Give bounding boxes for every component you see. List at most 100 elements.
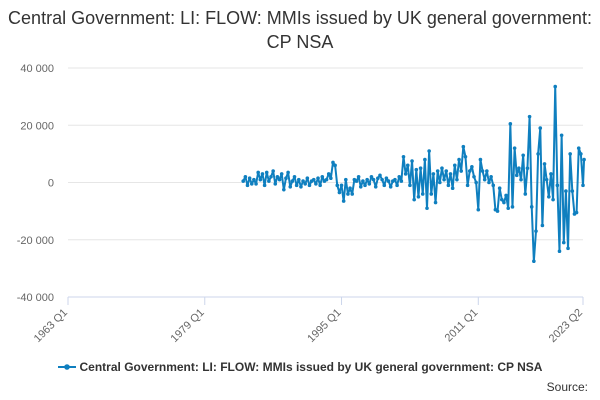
data-point <box>525 166 530 170</box>
data-point <box>333 163 337 168</box>
data-point <box>433 200 438 205</box>
data-point <box>416 195 421 199</box>
data-point <box>508 122 513 126</box>
data-point <box>299 184 303 189</box>
data-point <box>273 182 278 186</box>
data-point <box>435 169 440 173</box>
data-point <box>288 184 293 189</box>
data-point <box>410 159 414 163</box>
data-point <box>382 183 387 188</box>
x-tick-label: 1963 Q1 <box>32 307 70 345</box>
data-point <box>463 154 468 159</box>
data-point <box>502 200 506 205</box>
data-point <box>581 183 585 188</box>
data-point <box>303 182 308 186</box>
data-point <box>311 177 316 182</box>
data-point <box>245 183 250 188</box>
data-point <box>452 163 457 168</box>
data-point <box>344 177 348 182</box>
data-point <box>570 189 575 193</box>
data-point <box>538 126 543 130</box>
data-point <box>356 174 361 179</box>
data-point <box>376 176 380 181</box>
data-point <box>427 149 431 153</box>
data-point <box>329 176 333 181</box>
data-point <box>476 207 481 212</box>
data-point <box>408 183 412 188</box>
data-point <box>335 183 340 188</box>
data-point <box>480 169 485 173</box>
data-point <box>350 192 355 196</box>
data-point <box>399 179 404 183</box>
data-point <box>576 146 581 150</box>
legend[interactable]: Central Government: LI: FLOW: MMIs issue… <box>0 360 600 374</box>
data-point <box>510 205 515 209</box>
data-point <box>348 186 352 191</box>
data-point <box>380 177 384 182</box>
data-point <box>365 177 369 182</box>
data-point <box>561 240 566 245</box>
data-point <box>337 190 342 195</box>
data-point <box>461 144 466 149</box>
data-point <box>247 176 252 181</box>
data-point <box>301 179 305 183</box>
source-label: Source: <box>546 380 588 394</box>
data-point <box>267 179 271 183</box>
data-point <box>264 170 269 175</box>
data-point <box>514 173 519 178</box>
data-point <box>403 172 408 176</box>
x-tick-label: 2011 Q1 <box>443 307 481 345</box>
data-point <box>474 180 478 185</box>
data-point <box>478 157 483 162</box>
data-point <box>457 157 461 162</box>
data-point <box>378 173 382 178</box>
data-point <box>252 177 256 182</box>
data-point <box>519 177 523 182</box>
data-point <box>405 163 410 168</box>
data-point <box>532 259 536 264</box>
data-point <box>450 186 455 191</box>
data-point <box>420 192 425 196</box>
data-point <box>440 166 444 170</box>
legend-label: Central Government: LI: FLOW: MMIs issue… <box>79 360 543 374</box>
data-point <box>271 169 275 173</box>
data-point <box>241 179 246 183</box>
data-point <box>472 174 476 179</box>
data-point <box>354 179 359 183</box>
data-point <box>331 160 335 165</box>
data-point <box>305 176 310 181</box>
data-point <box>282 187 286 192</box>
data-point <box>307 183 312 188</box>
data-point <box>489 174 493 179</box>
data-point <box>549 172 553 176</box>
data-point <box>529 205 534 209</box>
data-point <box>395 183 399 188</box>
data-point <box>459 169 464 173</box>
data-point <box>495 209 500 213</box>
data-point <box>497 186 502 191</box>
data-point <box>512 146 517 150</box>
data-point <box>521 153 525 158</box>
data-point <box>523 192 528 196</box>
data-point <box>506 206 511 211</box>
data-point <box>431 172 436 176</box>
data-point <box>371 177 376 182</box>
data-point <box>358 184 363 189</box>
data-point <box>290 179 295 183</box>
data-point <box>500 197 504 202</box>
data-point <box>384 176 389 181</box>
data-point <box>568 152 572 156</box>
data-point <box>314 182 318 186</box>
data-point <box>482 177 487 182</box>
data-point <box>579 152 583 156</box>
data-point <box>294 183 299 188</box>
x-tick-label: 2023 Q2 <box>547 307 585 345</box>
data-point <box>346 192 350 196</box>
data-point <box>316 176 320 181</box>
series-line <box>242 85 586 263</box>
data-point <box>582 157 586 162</box>
data-point <box>536 152 540 156</box>
data-point <box>551 197 555 202</box>
y-tick-label: -20 000 <box>17 235 54 247</box>
